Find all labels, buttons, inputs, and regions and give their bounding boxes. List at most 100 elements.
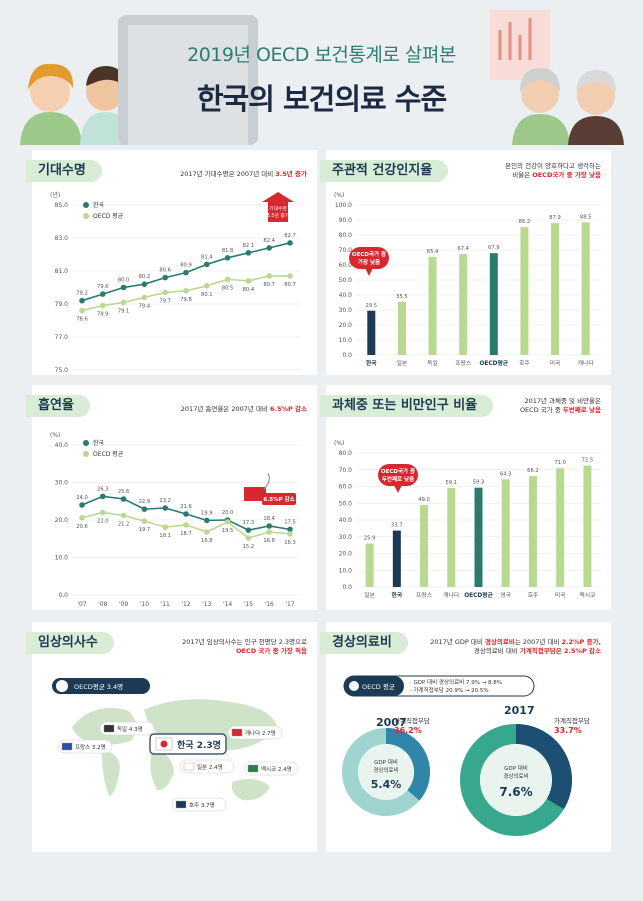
data-point	[204, 283, 210, 289]
page-title: 한국의 보건의료 수준	[196, 82, 447, 116]
x-tick-label: 독일	[427, 359, 438, 367]
data-point	[287, 526, 293, 533]
data-label: 22.9	[139, 499, 151, 505]
x-tick-label: 미국	[555, 591, 566, 599]
y-tick-label: 70.0	[339, 247, 353, 254]
data-label: 18.7	[180, 531, 192, 537]
obese-note: 2017년 과체중 및 비만율은 OECD 국가 중 두번째로 낮음	[519, 397, 601, 414]
data-point	[287, 273, 293, 279]
data-label: 79.2	[76, 291, 88, 297]
svg-text:OECD국가 중: OECD국가 중	[352, 250, 386, 258]
legend-marker	[83, 202, 89, 208]
legend-label: 한국	[93, 202, 105, 209]
data-point	[204, 261, 210, 268]
data-point	[224, 519, 231, 525]
data-label: 80.7	[284, 282, 296, 288]
data-label: 18.1	[159, 533, 171, 539]
oecd-avg-badge: OECD평균 3.4명	[52, 678, 150, 694]
data-point	[100, 509, 106, 516]
data-label: 80.5	[222, 285, 234, 291]
svg-text:멕시코 2.4명: 멕시코 2.4명	[261, 766, 292, 773]
panel-self-rated-health: 주관적 건강인지율 본인의 건강이 양호하다고 생각하는 비율은 OECD국가 …	[320, 150, 611, 375]
callout-badge: OECD국가 중가장 낮음	[349, 247, 389, 276]
x-tick-label: 한국	[391, 591, 402, 599]
legend-label: 한국	[93, 440, 105, 447]
page-subtitle: 2019년 OECD 보건통계로 살펴본	[187, 44, 456, 66]
data-label: 82.1	[243, 243, 255, 249]
data-label: 67.4	[457, 246, 469, 252]
x-tick-label: '08	[98, 601, 107, 608]
data-point	[245, 535, 252, 541]
smoke-note: 2017년 흡연율은 2007년 대비 6.5%P 감소	[180, 405, 307, 413]
data-point	[100, 493, 106, 500]
data-point	[183, 288, 189, 294]
data-point	[141, 281, 148, 287]
x-tick-label: 미국	[550, 359, 561, 367]
data-label: 67.9	[488, 245, 500, 251]
data-point	[79, 297, 85, 304]
legend-marker	[83, 451, 89, 457]
svg-text:6.5%P 감소: 6.5%P 감소	[263, 495, 294, 503]
data-label: 17.5	[284, 519, 296, 525]
data-label: 87.9	[549, 215, 561, 221]
y-tick-label: 90.0	[339, 217, 353, 224]
data-point	[162, 289, 168, 296]
bar	[447, 488, 456, 587]
y-axis-unit: (%)	[334, 192, 344, 199]
data-point	[79, 502, 85, 508]
data-point	[183, 269, 189, 276]
data-label: 25.6	[118, 489, 130, 495]
data-label: 19.7	[139, 527, 151, 533]
y-tick-label: 83.0	[55, 235, 69, 242]
data-label: 21.6	[180, 504, 192, 510]
data-point	[100, 291, 106, 297]
x-tick-label: 영국	[500, 591, 511, 599]
svg-text:· 가계직접부담 20.9% → 20.5%: · 가계직접부담 20.9% → 20.5%	[410, 686, 489, 694]
data-label: 22.0	[97, 519, 109, 525]
tab-obesity-rate: 과체중 또는 비만인구 비율	[320, 395, 494, 417]
y-tick-label: 30.0	[339, 534, 353, 541]
x-tick-label: 호주	[519, 360, 530, 367]
data-point	[162, 505, 168, 511]
data-point	[204, 529, 210, 535]
tab-self-rated-health: 주관적 건강인지율	[320, 160, 449, 182]
data-label: 88.5	[580, 214, 592, 220]
data-label: 16.8	[201, 538, 213, 544]
svg-text:OECD평균 3.4명: OECD평균 3.4명	[74, 682, 123, 691]
svg-text:33.7%: 33.7%	[554, 726, 582, 735]
tab-life-expectancy: 기대수명	[26, 160, 102, 182]
data-point	[245, 278, 252, 284]
y-tick-label: 50.0	[339, 500, 353, 507]
country-label: 프랑스 3.2명	[57, 739, 113, 754]
data-point	[266, 273, 272, 279]
data-label: 71.0	[554, 460, 566, 466]
x-tick-label: OECD평균	[464, 591, 493, 599]
y-tick-label: 80.0	[339, 232, 353, 239]
data-label: 80.9	[180, 263, 192, 269]
x-tick-label: '16	[265, 601, 274, 608]
x-tick-label: 호주	[528, 592, 539, 599]
y-tick-label: 79.0	[55, 301, 69, 308]
data-point	[204, 517, 210, 524]
bar	[520, 227, 529, 355]
y-tick-label: 30.0	[339, 307, 353, 314]
bar	[459, 253, 468, 355]
smoke-callout: 6.5%P 감소	[244, 472, 296, 505]
bar	[489, 253, 498, 355]
health-note: 본인의 건강이 양호하다고 생각하는 비율은 OECD국가 중 가장 낮음	[505, 162, 601, 179]
legend-marker	[83, 440, 89, 446]
svg-text:가계직접부담: 가계직접부담	[394, 716, 430, 725]
svg-text:일본 2.4명: 일본 2.4명	[197, 763, 223, 771]
data-label: 33.7	[391, 523, 403, 529]
data-point	[141, 294, 148, 301]
tab-smoking-rate: 흡연율	[26, 395, 90, 417]
people-right-illustration	[512, 68, 624, 145]
svg-text:5.4%: 5.4%	[371, 778, 402, 791]
svg-text:· GDP 대비 경상의료비 7.9% → 8.8%: · GDP 대비 경상의료비 7.9% → 8.8%	[410, 678, 502, 686]
country-label: 일본 2.4명	[179, 759, 235, 774]
y-tick-label: 20.0	[55, 517, 69, 524]
country-label: 멕시코 2.4명	[243, 761, 299, 776]
data-point	[162, 274, 168, 281]
data-label: 64.3	[500, 471, 512, 477]
